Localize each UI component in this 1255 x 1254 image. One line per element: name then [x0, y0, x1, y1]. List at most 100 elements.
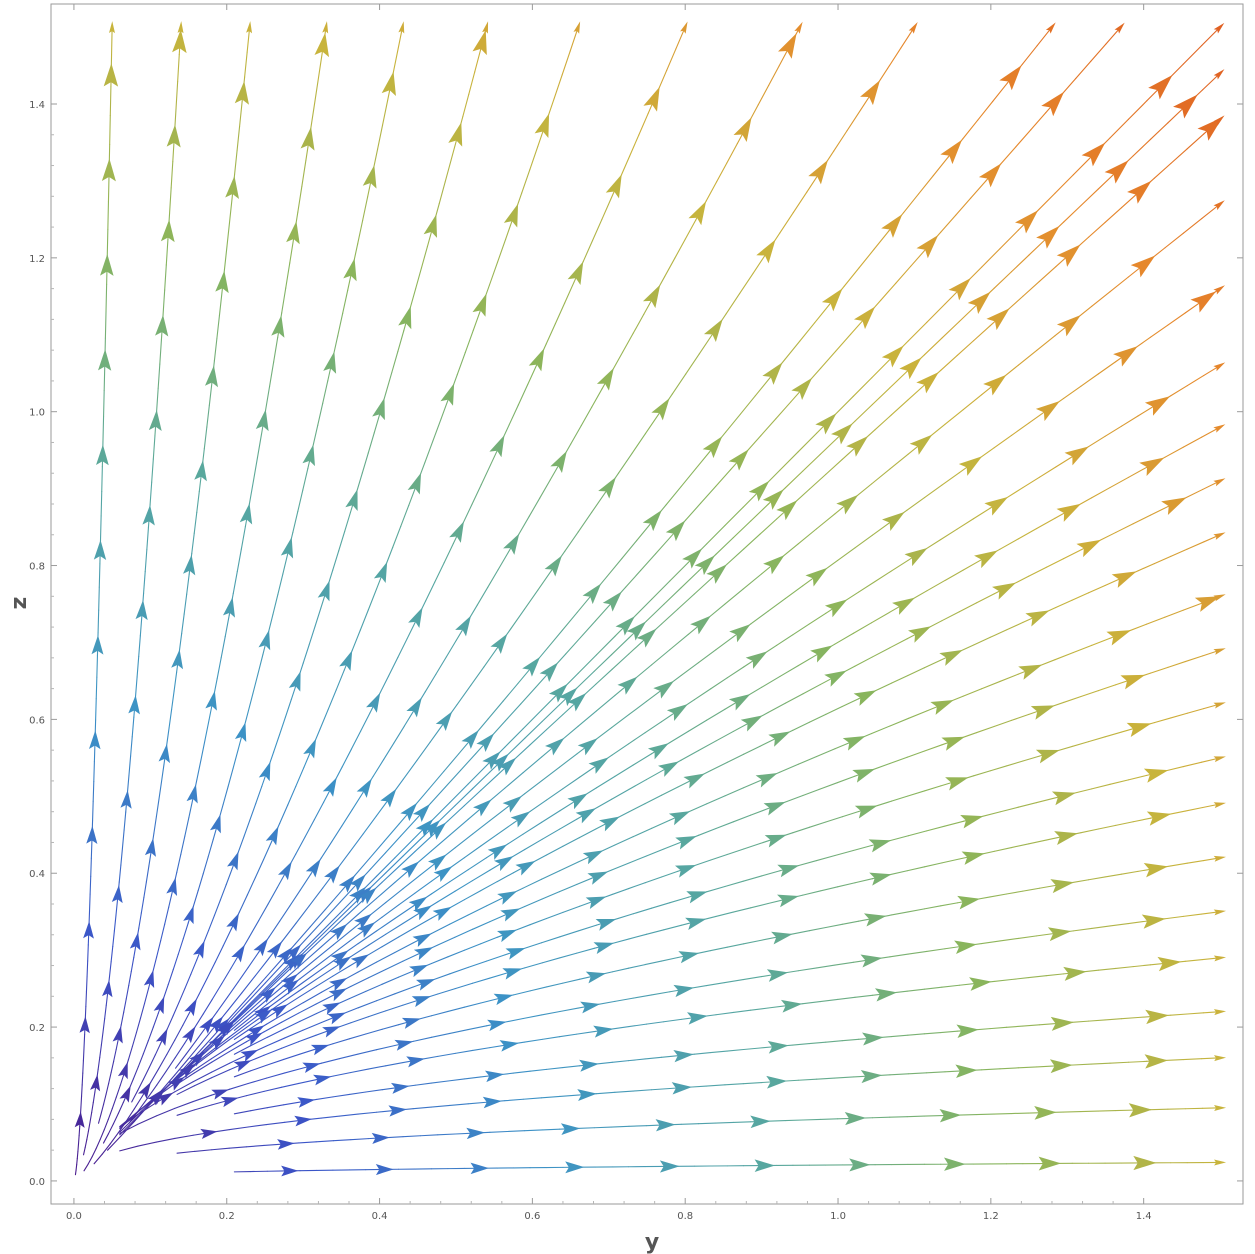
- streamline-segment: [820, 350, 837, 369]
- stream-arrow: [327, 1012, 347, 1025]
- stream-arrow: [128, 695, 140, 715]
- streamline-segment: [784, 693, 804, 704]
- streamline-segment: [265, 1012, 286, 1025]
- stream-arrow: [515, 860, 536, 876]
- streamline-segment: [250, 1107, 268, 1112]
- streamline-segment: [167, 969, 174, 986]
- streamline-segment: [266, 990, 285, 1005]
- streamline-segment: [367, 968, 387, 979]
- stream-arrow: [484, 1070, 505, 1083]
- streamline-segment: [402, 911, 421, 924]
- streamline-segment: [472, 771, 491, 790]
- stream-arrow: [733, 117, 752, 143]
- streamline-segment: [907, 830, 928, 837]
- streamline-segment: [223, 245, 228, 270]
- streamline-segment: [1132, 964, 1152, 968]
- streamline-segment: [125, 984, 130, 1000]
- streamline-segment: [577, 654, 598, 674]
- streamline-segment: [103, 389, 105, 417]
- streamline-segment: [591, 388, 603, 408]
- streamline-segment: [406, 619, 417, 640]
- streamline-segment: [513, 744, 531, 761]
- streamline-segment: [632, 313, 645, 334]
- streamline-segment: [1182, 436, 1203, 448]
- streamline-segment: [246, 876, 257, 896]
- streamline-segment: [562, 837, 580, 847]
- streamline-segment: [767, 597, 787, 612]
- streamline-segment: [335, 669, 345, 691]
- streamline-segment: [992, 82, 1009, 103]
- streamline-segment: [958, 602, 978, 613]
- streamline-segment: [400, 504, 410, 528]
- streamline-segment: [1005, 760, 1024, 767]
- stream-arrow: [805, 567, 828, 587]
- streamline-segment: [1071, 1020, 1090, 1023]
- streamline-segment: [797, 432, 818, 453]
- stream-arrow: [558, 687, 578, 707]
- streamline-segment: [278, 716, 287, 736]
- stream-arrow: [1047, 927, 1072, 942]
- stream-arrow: [908, 626, 932, 643]
- streamline-segment: [357, 961, 378, 973]
- streamline-segment: [103, 1093, 107, 1105]
- stream-arrow: [111, 884, 123, 904]
- streamline-segment: [157, 363, 161, 389]
- stream-arrow: [682, 548, 703, 569]
- streamline-segment: [940, 214, 957, 233]
- streamline-segment: [102, 1018, 106, 1033]
- streamline-segment: [229, 1022, 249, 1038]
- streamline-segment: [537, 570, 552, 591]
- streamline-segment: [95, 1139, 101, 1150]
- stream-arrow: [815, 413, 837, 435]
- stream-arrow: [539, 662, 559, 682]
- streamline-segment: [472, 977, 491, 984]
- streamline-segment: [941, 858, 960, 864]
- streamline-segment: [280, 1041, 300, 1049]
- streamline-segment: [208, 914, 216, 931]
- stream-arrow: [497, 757, 517, 776]
- streamline-segment: [284, 1067, 304, 1074]
- streamline-segment: [362, 815, 378, 835]
- streamline-segment: [309, 917, 327, 935]
- stream-arrow: [1144, 1054, 1168, 1069]
- streamline-segment: [428, 770, 445, 790]
- streamline-segment: [250, 1036, 268, 1047]
- streamline-segment: [833, 129, 848, 152]
- streamline-segment: [1109, 118, 1129, 139]
- streamline-segment: [819, 781, 839, 790]
- streamline-segment: [255, 785, 263, 804]
- stream-arrow: [357, 922, 376, 938]
- stream-arrow: [954, 940, 977, 955]
- streamline-segment: [430, 1032, 451, 1038]
- stream-end-arrow: [1214, 1159, 1227, 1166]
- streamline-segment: [160, 923, 166, 942]
- stream-arrow: [686, 891, 708, 904]
- streamline-segment: [962, 119, 979, 140]
- streamline-segment: [267, 887, 278, 905]
- streamline-segment: [1120, 1016, 1139, 1020]
- stream-arrow: [960, 815, 984, 829]
- streamline-segment: [184, 816, 190, 837]
- streamline-segment: [889, 370, 908, 389]
- stream-arrow: [1106, 630, 1132, 646]
- streamline-segment: [88, 893, 91, 913]
- streamline-segment: [112, 1112, 119, 1125]
- streamline-segment: [779, 665, 799, 677]
- streamline-segment: [266, 1028, 285, 1038]
- streamline-segment: [1005, 621, 1024, 631]
- streamline-segment: [81, 1084, 83, 1097]
- streamline-segment: [176, 1109, 196, 1116]
- streamline-segment: [443, 753, 460, 773]
- stream-arrow: [129, 932, 141, 951]
- stream-arrow: [671, 1082, 693, 1095]
- streamline-segment: [176, 1150, 196, 1154]
- streamline-segment: [792, 930, 810, 935]
- x-tick-label: 1.4: [1136, 1211, 1152, 1222]
- streamline-segment: [398, 969, 416, 978]
- stream-arrow: [345, 489, 358, 511]
- streamline-segment: [907, 1072, 928, 1075]
- streamline-segment: [1022, 755, 1040, 762]
- streamline-segment: [834, 1076, 854, 1079]
- stream-arrow: [763, 801, 786, 816]
- streamline-segment: [414, 917, 433, 929]
